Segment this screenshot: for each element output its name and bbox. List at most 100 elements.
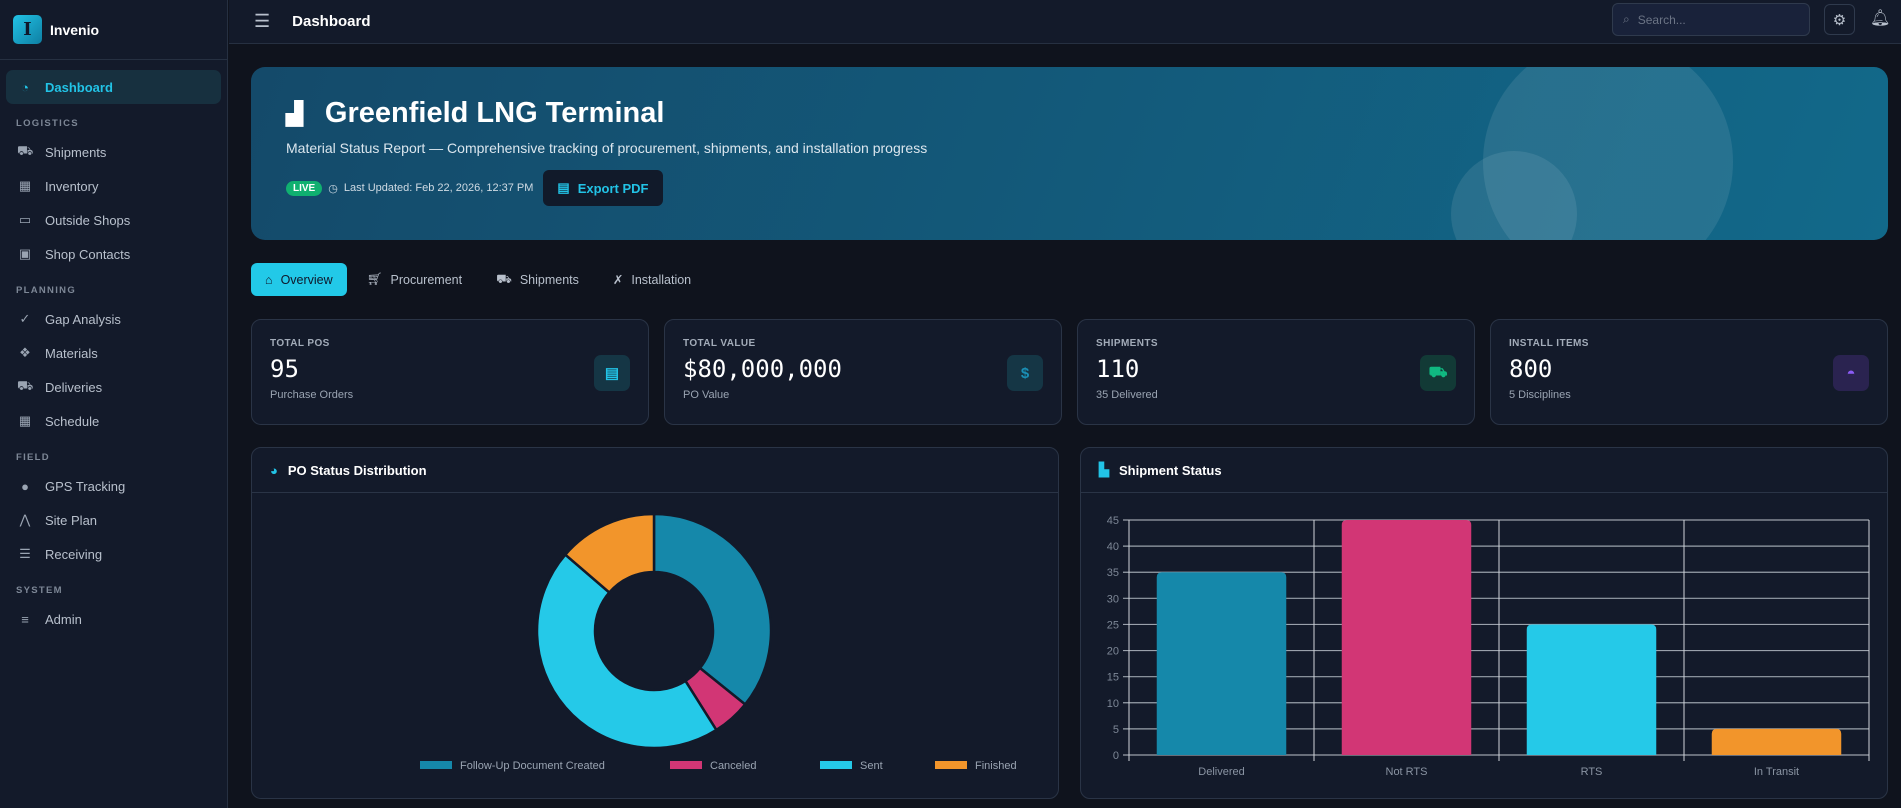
sidebar-item-materials[interactable]: ❖ Materials <box>6 336 221 370</box>
page-title: Dashboard <box>292 13 371 30</box>
kpi-card-total-value: TOTAL VALUE $80,000,000 PO Value $ <box>664 319 1062 425</box>
decor-circle <box>1483 67 1733 240</box>
shipment-status-card: ▙ Shipment Status 0 5 10 15 20 25 30 35 40 45 Deliv… <box>1080 447 1888 799</box>
sidebar-item-label: Outside Shops <box>45 212 131 228</box>
y-tick-label: 35 <box>1107 567 1119 579</box>
sidebar-item-gps-tracking[interactable]: ● GPS Tracking <box>6 469 221 503</box>
kpi-label: TOTAL VALUE <box>683 338 756 349</box>
y-tick-label: 5 <box>1113 724 1119 736</box>
sidebar-item-label: Schedule <box>45 413 100 429</box>
tab-installation[interactable]: ✗ Installation <box>599 263 705 296</box>
settings-button[interactable]: ⚙ <box>1824 4 1855 35</box>
legend-label[interactable]: Finished <box>975 760 1017 772</box>
sidebar-item-site-plan[interactable]: ⋀ Site Plan <box>6 503 221 537</box>
search-input[interactable] <box>1637 12 1788 27</box>
sidebar-item-shop-contacts[interactable]: ▣ Shop Contacts <box>6 237 221 271</box>
hero-banner: ▟ Greenfield LNG Terminal Material Status… <box>251 67 1888 240</box>
legend-label[interactable]: Follow-Up Document Created <box>460 760 605 772</box>
sidebar-item-outside-shops[interactable]: ▭ Outside Shops <box>6 203 221 237</box>
kpi-label: INSTALL ITEMS <box>1509 338 1589 349</box>
bar[interactable] <box>1526 624 1657 755</box>
sidebar: I Invenio ◔ Dashboard LOGISTICS ⛟ Shipment… <box>0 0 228 808</box>
sidebar-item-shipments[interactable]: ⛟ Shipments <box>6 135 221 169</box>
legend-label[interactable]: Canceled <box>710 760 756 772</box>
sidebar-item-label: Gap Analysis <box>45 311 121 327</box>
clock-icon: ◷ <box>328 182 338 195</box>
legend-swatch[interactable] <box>820 761 852 769</box>
y-tick-label: 30 <box>1107 593 1119 605</box>
donut-slice[interactable] <box>535 552 719 750</box>
calendar-icon: ▦ <box>18 413 32 428</box>
tab-shipments[interactable]: ⛟ Shipments <box>482 263 593 296</box>
bar[interactable] <box>1711 728 1842 755</box>
y-tick-label: 10 <box>1107 698 1119 710</box>
hard-hat-icon: ◓ <box>1833 355 1869 391</box>
map-pin-icon: ● <box>21 478 29 494</box>
y-tick-label: 40 <box>1107 541 1119 553</box>
kpi-value: $80,000,000 <box>683 355 842 383</box>
y-tick-label: 0 <box>1113 750 1119 762</box>
y-tick-label: 45 <box>1107 515 1119 527</box>
sidebar-item-admin[interactable]: ≡ Admin <box>6 602 221 636</box>
y-tick-label: 20 <box>1107 646 1119 658</box>
sidebar-item-inventory[interactable]: ▦ Inventory <box>6 169 221 203</box>
truck-icon: ⛟ <box>496 271 512 286</box>
sidebar-item-dashboard[interactable]: ◔ Dashboard <box>6 70 221 104</box>
gauge-icon: ◔ <box>21 79 29 95</box>
live-badge: LIVE <box>286 180 323 196</box>
export-pdf-button[interactable]: ▤ Export PDF <box>543 170 663 206</box>
warehouse-icon: ▦ <box>18 178 32 193</box>
file-invoice-icon: ▤ <box>594 355 630 391</box>
tab-procurement[interactable]: 🛒︎ Procurement <box>353 263 476 296</box>
x-tick-label: RTS <box>1581 766 1603 778</box>
sidebar-item-receiving[interactable]: ☰ Receiving <box>6 537 221 571</box>
tab-label: Overview <box>280 272 333 287</box>
sidebar-item-schedule[interactable]: ▦ Schedule <box>6 404 221 438</box>
legend-swatch[interactable] <box>935 761 967 769</box>
tab-label: Installation <box>631 272 692 287</box>
legend-swatch[interactable] <box>420 761 452 769</box>
x-tick-label: Delivered <box>1198 766 1244 778</box>
search-box[interactable]: ⌕ <box>1612 3 1810 36</box>
tools-icon: ✗ <box>612 273 624 287</box>
kpi-label: TOTAL POS <box>270 338 330 349</box>
sidebar-item-gap-analysis[interactable]: ✓ Gap Analysis <box>6 302 221 336</box>
tab-overview[interactable]: ⌂ Overview <box>251 263 347 296</box>
donut-slice[interactable] <box>563 512 656 595</box>
x-tick-label: Not RTS <box>1386 766 1428 778</box>
kpi-value: 95 <box>270 355 299 383</box>
address-book-icon: ▣ <box>18 246 32 261</box>
kpi-note: 5 Disciplines <box>1509 389 1571 401</box>
legend-label[interactable]: Sent <box>860 760 883 772</box>
sidebar-section-title: SYSTEM <box>16 585 63 596</box>
bar-chart-icon: ▙ <box>1099 462 1109 477</box>
gear-icon: ⚙ <box>1832 11 1847 29</box>
sidebar-section-title: FIELD <box>16 452 50 463</box>
kpi-note: Purchase Orders <box>270 389 354 401</box>
y-tick-label: 25 <box>1107 619 1119 631</box>
topbar: ☰ Dashboard ⌕ ⚙ 🔔︎ <box>229 0 1901 44</box>
sidebar-item-label: Dashboard <box>45 79 113 95</box>
clipboard-list-icon: ☰ <box>19 546 31 561</box>
sidebar-item-label: Inventory <box>45 178 99 194</box>
bell-icon[interactable]: 🔔︎ <box>1870 10 1891 27</box>
bar[interactable] <box>1341 520 1472 755</box>
sidebar-item-deliveries[interactable]: ⛟ Deliveries <box>6 370 221 404</box>
database-icon: ≡ <box>21 611 29 627</box>
menu-icon[interactable]: ☰ <box>254 11 271 31</box>
brand[interactable]: I Invenio <box>0 0 227 60</box>
project-title: Greenfield LNG Terminal <box>324 97 665 129</box>
bar[interactable] <box>1156 572 1287 755</box>
truck-icon: ⛟ <box>17 378 34 393</box>
kpi-value: 110 <box>1096 355 1140 383</box>
donut-slice[interactable] <box>652 512 773 707</box>
legend-swatch[interactable] <box>670 761 702 769</box>
tab-bar: ⌂ Overview 🛒︎ Procurement ⛟ Shipments ✗ Install… <box>251 263 1888 296</box>
store-icon: ▭ <box>18 212 32 227</box>
card-title: Shipment Status <box>1119 462 1222 478</box>
dollar-icon: $ <box>1007 355 1043 391</box>
x-tick-label: In Transit <box>1754 766 1799 778</box>
shipment-status-bar-chart: 0 5 10 15 20 25 30 35 40 45 Delivered Not RTS RTS In … <box>1107 515 1870 778</box>
sidebar-section-title: LOGISTICS <box>16 118 79 129</box>
tab-label: Shipments <box>519 272 579 287</box>
